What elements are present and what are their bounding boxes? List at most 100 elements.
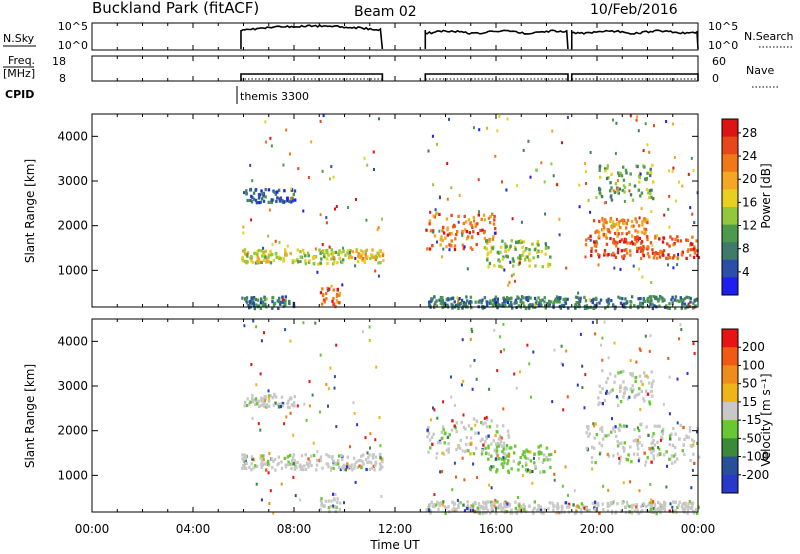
echo-cell (607, 252, 610, 257)
echo-cell (648, 255, 651, 259)
echo-cell (450, 395, 453, 399)
echo-cell (573, 304, 577, 308)
echo-cell (609, 389, 613, 393)
echo-cell (505, 296, 509, 300)
echo-cell (501, 302, 504, 306)
echo-cell (539, 299, 542, 303)
echo-cell (650, 210, 653, 213)
echo-cell (617, 223, 620, 227)
echo-cell (465, 448, 468, 453)
echo-cell (347, 252, 350, 256)
echo-cell (315, 468, 318, 472)
echo-cell (457, 306, 460, 311)
echo-cell (661, 504, 664, 508)
echo-cell (470, 223, 473, 228)
echo-cell (463, 478, 466, 482)
echo-cell (644, 230, 647, 234)
echo-cell (360, 257, 363, 261)
echo-cell (613, 253, 616, 257)
echo-cell (553, 472, 556, 476)
echo-cell (626, 218, 630, 222)
echo-cell (375, 365, 378, 369)
echo-cell (593, 436, 596, 440)
freq-trace-line (570, 73, 699, 81)
echo-cell (250, 218, 253, 222)
colorbar-cell (722, 329, 738, 348)
echo-cell (268, 451, 271, 455)
echo-cell (648, 295, 652, 299)
echo-cell (633, 242, 637, 246)
echo-cell (453, 501, 457, 506)
echo-cell (502, 445, 506, 449)
echo-cell (487, 434, 490, 438)
freq-tick-top: 18 (52, 55, 66, 68)
echo-cell (610, 198, 614, 202)
echo-cell (277, 255, 280, 259)
echo-cell (560, 362, 563, 365)
echo-cell (371, 255, 375, 259)
echo-cell (455, 430, 458, 434)
echo-cell (446, 228, 449, 232)
echo-cell (548, 453, 551, 457)
echo-cell (362, 453, 365, 457)
echo-cell (499, 440, 503, 444)
echo-cell (493, 300, 496, 304)
echo-cell (271, 295, 275, 300)
echo-cell (528, 362, 531, 366)
echo-cell (591, 320, 594, 324)
echo-cell (484, 218, 486, 222)
echo-cell (663, 508, 667, 512)
echo-cell (580, 511, 583, 515)
echo-cell (667, 306, 670, 310)
echo-cell (267, 253, 271, 257)
echo-cell (671, 443, 675, 447)
echo-cell (524, 306, 528, 311)
echo-cell (551, 129, 554, 133)
echo-cell (594, 231, 597, 235)
echo-cell (681, 502, 684, 506)
echo-cell (433, 408, 436, 412)
echo-cell (642, 254, 645, 258)
echo-cell (483, 296, 487, 300)
echo-cell (278, 240, 281, 244)
echo-cell (279, 405, 282, 409)
echo-cell (603, 320, 606, 324)
echo-cell (608, 230, 612, 234)
echo-cell (255, 252, 258, 256)
echo-cell (610, 253, 613, 257)
colorbar-cell (722, 401, 738, 421)
echo-cell (616, 228, 619, 232)
echo-cell (653, 253, 656, 257)
echo-cell (260, 459, 264, 463)
echo-cell (506, 454, 509, 458)
echo-cell (431, 244, 434, 248)
echo-cell (341, 457, 344, 461)
echo-cell (444, 236, 447, 240)
echo-cell (655, 512, 658, 516)
echo-cell (490, 419, 493, 423)
echo-cell (288, 397, 292, 401)
echo-cell (358, 253, 361, 257)
echo-cell (496, 441, 500, 445)
echo-cell (457, 445, 461, 449)
echo-cell (549, 458, 552, 462)
echo-cell (544, 304, 547, 308)
x-tick-label: 16:00 (479, 522, 514, 536)
echo-cell (678, 437, 681, 441)
echo-cell (693, 221, 696, 225)
echo-cell (302, 209, 305, 213)
echo-cell (668, 509, 671, 513)
echo-cell (330, 284, 333, 288)
echo-cell (626, 397, 630, 401)
echo-cell (679, 298, 682, 302)
echo-cell (466, 267, 469, 271)
echo-cell (533, 303, 536, 307)
echo-cell (361, 330, 364, 334)
echo-cell (458, 193, 461, 197)
echo-cell (652, 256, 656, 260)
echo-cell (243, 252, 247, 256)
echo-cell (481, 228, 484, 232)
echo-cell (653, 504, 657, 508)
echo-cell (530, 395, 532, 399)
echo-cell (509, 297, 513, 301)
